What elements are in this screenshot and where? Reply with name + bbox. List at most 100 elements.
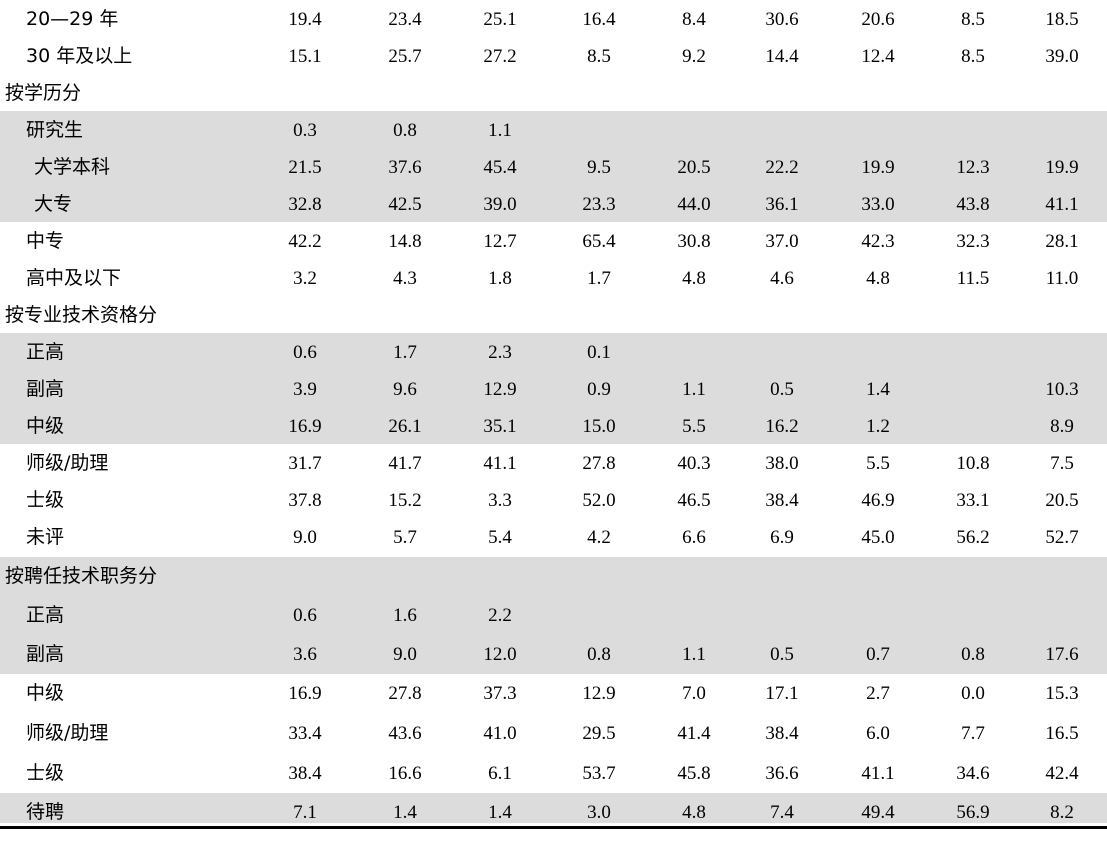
table-cell: 65.4 [582, 231, 616, 252]
row-label: 研究生 [26, 119, 84, 141]
table-row: 中级 16.9 26.1 35.1 15.0 5.5 16.2 1.2 8.9 [0, 407, 1107, 444]
table-row: 正高 0.6 1.6 2.2 [0, 596, 1107, 635]
table-cell: 45.4 [483, 157, 517, 178]
section-label: 按学历分 [5, 82, 82, 104]
table-cell: 20.5 [1045, 490, 1079, 511]
table-cell: 41.1 [861, 763, 895, 784]
table-cell: 17.6 [1045, 644, 1079, 665]
table-cell: 40.3 [677, 453, 711, 474]
table-cell: 8.5 [961, 46, 985, 67]
table-cell: 26.1 [388, 416, 422, 437]
table-cell: 3.6 [293, 644, 317, 665]
table-cell: 18.5 [1045, 9, 1079, 30]
table-cell: 5.5 [682, 416, 706, 437]
table-cell: 35.1 [483, 416, 517, 437]
section-header-row: 按学历分 [0, 74, 1107, 111]
table-cell: 11.0 [1045, 268, 1079, 289]
row-label: 正高 [26, 341, 65, 363]
table-cell: 5.4 [488, 527, 512, 548]
table-cell: 3.3 [488, 490, 512, 511]
table-cell: 8.5 [961, 9, 985, 30]
table-row: 30 年及以上 15.1 25.7 27.2 8.5 9.2 14.4 12.4 8.5 39.0 [0, 37, 1107, 74]
table-cell: 43.8 [956, 194, 990, 215]
table-cell: 14.4 [765, 46, 799, 67]
row-label: 未评 [26, 526, 65, 548]
table-cell: 1.1 [682, 379, 706, 400]
table-cell: 44.0 [677, 194, 711, 215]
table-cell: 1.7 [393, 342, 417, 363]
table-cell: 0.8 [961, 644, 985, 665]
table-cell: 20.6 [861, 9, 895, 30]
table-cell: 12.9 [483, 379, 517, 400]
table-cell: 7.4 [770, 802, 794, 823]
row-label: 待聘 [26, 801, 65, 823]
table-cell: 15.0 [582, 416, 616, 437]
table-cell: 41.1 [483, 453, 517, 474]
table-cell: 46.9 [861, 490, 895, 511]
table-cell: 22.2 [765, 157, 799, 178]
table-cell: 56.2 [956, 527, 990, 548]
row-label: 中级 [26, 415, 65, 437]
table-cell: 49.4 [861, 802, 895, 823]
table-row: 高中及以下 3.2 4.3 1.8 1.7 4.8 4.6 4.8 11.5 11.0 [0, 259, 1107, 296]
table-cell: 43.6 [388, 723, 422, 744]
section-header-row: 按聘任技术职务分 [0, 557, 1107, 596]
table-cell: 4.6 [770, 268, 794, 289]
table-cell: 41.4 [677, 723, 711, 744]
table-row: 20—29 年 19.4 23.4 25.1 16.4 8.4 30.6 20.6 8.5 18.… [0, 0, 1107, 37]
table-cell: 1.2 [866, 416, 890, 437]
section-label: 按聘任技术职务分 [5, 565, 158, 587]
table-cell: 15.2 [388, 490, 422, 511]
table-row: 大专 32.8 42.5 39.0 23.3 44.0 36.1 33.0 43.8 41.1 [0, 185, 1107, 222]
table-cell: 12.9 [582, 683, 616, 704]
table-cell: 52.0 [582, 490, 616, 511]
table-cell: 0.1 [587, 342, 611, 363]
table-cell: 37.3 [483, 683, 517, 704]
table-cell: 53.7 [582, 763, 616, 784]
table-cell: 9.6 [393, 379, 417, 400]
table-cell: 0.6 [293, 605, 317, 626]
table-cell: 52.7 [1045, 527, 1079, 548]
table-cell: 19.9 [861, 157, 895, 178]
table-cell: 4.8 [682, 802, 706, 823]
table-cell: 41.1 [1045, 194, 1079, 215]
table-cell: 16.6 [388, 763, 422, 784]
table-cell: 2.2 [488, 605, 512, 626]
table-cell: 3.9 [293, 379, 317, 400]
table-cell: 38.4 [765, 723, 799, 744]
table-cell: 16.9 [288, 416, 322, 437]
table-cell: 19.4 [288, 9, 322, 30]
table-cell: 0.0 [961, 683, 985, 704]
table-cell: 42.3 [861, 231, 895, 252]
table-cell: 23.4 [388, 9, 422, 30]
table-cell: 37.8 [288, 490, 322, 511]
table-row: 待聘 7.1 1.4 1.4 3.0 4.8 7.4 49.4 56.9 8.2 [0, 793, 1107, 823]
table-cell: 16.2 [765, 416, 799, 437]
table-cell: 28.1 [1045, 231, 1079, 252]
table-cell: 12.4 [861, 46, 895, 67]
row-label: 中专 [26, 230, 65, 252]
table-cell: 8.4 [682, 9, 706, 30]
table-cell: 10.8 [956, 453, 990, 474]
table-cell: 0.8 [393, 120, 417, 141]
table-cell: 1.4 [488, 802, 512, 823]
table-cell: 15.3 [1045, 683, 1079, 704]
table-cell: 30.8 [677, 231, 711, 252]
table-row: 副高 3.9 9.6 12.9 0.9 1.1 0.5 1.4 10.3 [0, 370, 1107, 407]
table-cell: 1.8 [488, 268, 512, 289]
table-cell: 7.0 [682, 683, 706, 704]
table-cell: 4.8 [866, 268, 890, 289]
table-cell: 36.6 [765, 763, 799, 784]
table-cell: 1.6 [393, 605, 417, 626]
table-cell: 33.0 [861, 194, 895, 215]
row-label: 士级 [26, 762, 65, 784]
table-cell: 37.0 [765, 231, 799, 252]
table-cell: 39.0 [483, 194, 517, 215]
row-label: 20—29 年 [26, 8, 119, 30]
table-cell: 0.5 [770, 379, 794, 400]
table-cell: 0.9 [587, 379, 611, 400]
table-cell: 6.1 [488, 763, 512, 784]
table-cell: 27.2 [483, 46, 517, 67]
row-label: 副高 [26, 643, 65, 665]
table-cell: 7.5 [1050, 453, 1074, 474]
